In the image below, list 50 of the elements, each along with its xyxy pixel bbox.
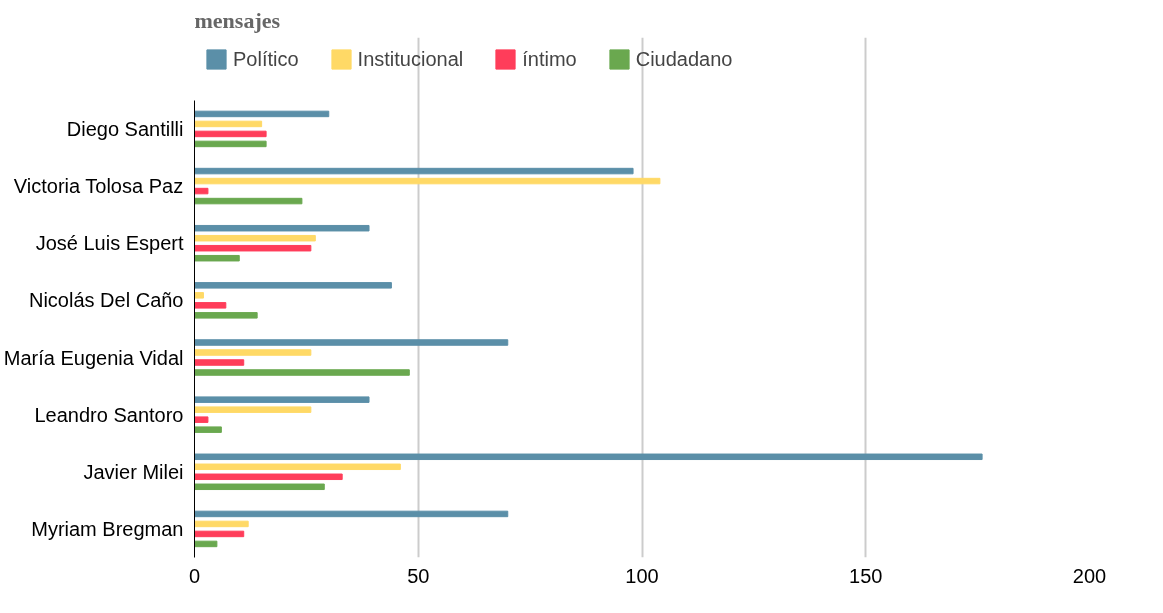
x-tick-label: 0 [188,564,201,587]
x-tick-label: 100 [625,564,659,587]
bar [194,187,209,195]
bar [194,224,370,232]
bar [194,254,240,262]
bar [194,463,401,471]
bar [194,110,330,118]
bar [194,167,634,175]
y-tick-label: José Luis Espert [35,232,184,255]
y-tick-label: Myriam Bregman [31,517,184,540]
y-tick-label: María Eugenia Vidal [3,346,184,369]
bar [194,302,227,309]
bar [194,120,263,128]
bar [194,359,245,366]
bar [194,312,258,319]
x-tick-label: 50 [407,564,430,587]
bar [194,130,267,138]
bar [194,197,303,205]
bar [194,234,316,242]
bar [194,406,312,413]
bar [194,177,661,185]
bar [194,292,204,299]
bar [194,453,983,461]
bar [194,483,325,491]
legend-label: Político [233,47,299,71]
legend-label: íntimo [522,47,577,71]
chart-title: mensajes [194,7,281,33]
bar [194,282,392,289]
bar [194,530,245,538]
y-tick-label: Diego Santilli [66,117,184,140]
bar [194,473,343,481]
bar [194,510,509,518]
bar [194,540,218,548]
x-tick-label: 150 [849,564,883,587]
bar [194,416,209,423]
bar [194,140,267,148]
bar [194,339,509,346]
y-tick-label: Nicolás Del Caño [28,289,184,312]
bar [194,349,312,356]
y-tick-label: Victoria Tolosa Paz [13,175,184,198]
legend-label: Ciudadano [635,47,733,71]
bar [194,244,312,252]
bar [194,396,370,403]
bar [194,369,410,376]
x-tick-label: 200 [1072,564,1107,587]
y-tick-label: Javier Milei [83,460,184,483]
bar [194,426,222,433]
y-tick-label: Leandro Santoro [34,403,184,426]
legend-label: Institucional [357,47,464,71]
bar [194,520,249,528]
